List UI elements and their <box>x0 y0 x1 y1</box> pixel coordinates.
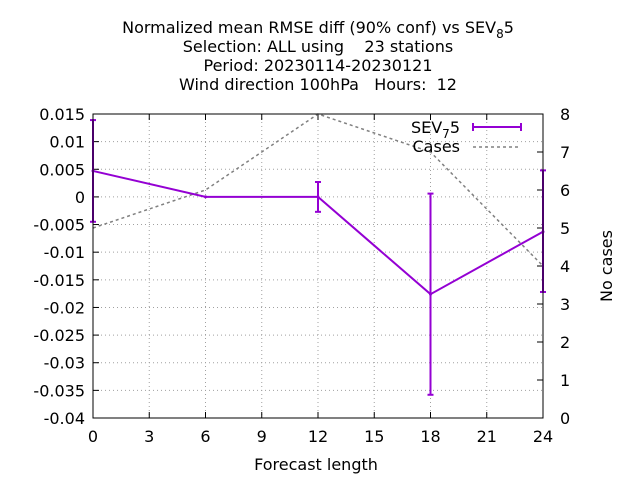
legend-sev-label: SEV75 <box>411 118 460 141</box>
plot-frame <box>92 113 544 419</box>
y2-tick-label: 5 <box>560 219 570 238</box>
y-axis-ticks: 0.015 0.01 0.005 0 -0.005 -0.01 -0.015 -0.02 -0.… <box>33 105 99 428</box>
x-tick-label: 15 <box>364 427 384 446</box>
grid <box>93 114 543 418</box>
legend-cases-label: Cases <box>413 137 461 156</box>
x-tick-label: 21 <box>477 427 497 446</box>
series-sev75 <box>90 119 546 396</box>
y-tick-label: -0.005 <box>33 216 85 235</box>
y2-axis-ticks: 8 7 6 5 4 3 2 1 0 <box>537 105 570 428</box>
y2-tick-label: 3 <box>560 295 570 314</box>
x-axis-ticks: 0 3 6 9 12 15 18 21 24 <box>88 114 553 446</box>
y-tick-label: -0.025 <box>33 326 85 345</box>
y-tick-label: -0.04 <box>44 409 85 428</box>
y-tick-label: 0.005 <box>39 160 85 179</box>
y2-tick-label: 4 <box>560 257 570 276</box>
sev75-point <box>204 195 207 199</box>
title-line-3: Period: 20230114-20230121 <box>203 56 432 75</box>
y2-tick-label: 6 <box>560 181 570 200</box>
title-line-2: Selection: ALL using 23 stations <box>183 37 453 56</box>
x-tick-label: 3 <box>144 427 154 446</box>
title-line-1: Normalized mean RMSE diff (90% conf) vs … <box>122 18 514 41</box>
y-tick-label: -0.035 <box>33 381 85 400</box>
x-axis-label: Forecast length <box>254 455 378 474</box>
x-tick-label: 9 <box>257 427 267 446</box>
y-tick-label: 0.015 <box>39 105 85 124</box>
x-tick-label: 0 <box>88 427 98 446</box>
y-tick-label: -0.015 <box>33 271 85 290</box>
x-tick-label: 24 <box>533 427 553 446</box>
chart-title: Normalized mean RMSE diff (90% conf) vs … <box>122 18 514 94</box>
y2-tick-label: 8 <box>560 105 570 124</box>
y-tick-label: -0.01 <box>44 243 85 262</box>
x-tick-label: 6 <box>200 427 210 446</box>
y-tick-label: 0.01 <box>49 133 85 152</box>
y2-tick-label: 1 <box>560 371 570 390</box>
x-tick-label: 18 <box>420 427 440 446</box>
legend-sev-swatch <box>472 123 522 131</box>
y-tick-label: -0.02 <box>44 298 85 317</box>
sev75-point <box>429 292 432 296</box>
title-line-4: Wind direction 100hPa Hours: 12 <box>179 75 457 94</box>
y2-tick-label: 2 <box>560 333 570 352</box>
y2-axis-label: No cases <box>597 230 616 302</box>
y2-tick-label: 7 <box>560 143 570 162</box>
y-tick-label: -0.03 <box>44 354 85 373</box>
x-tick-label: 12 <box>308 427 328 446</box>
y-tick-label: 0 <box>75 188 85 207</box>
sev75-point <box>316 195 320 199</box>
legend: SEV75 Cases <box>411 118 522 156</box>
y2-tick-label: 0 <box>560 409 570 428</box>
